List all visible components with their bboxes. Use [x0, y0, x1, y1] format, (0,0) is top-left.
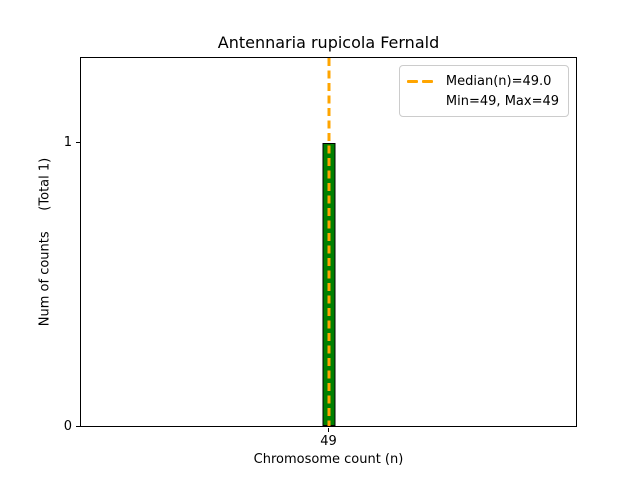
plot-area: Median(n)=49.0 Min=49, Max=49	[80, 57, 577, 427]
legend-label-median: Median(n)=49.0	[445, 73, 552, 89]
legend-dash	[421, 79, 433, 83]
legend: Median(n)=49.0 Min=49, Max=49	[398, 65, 569, 117]
x-tick-mark-49	[328, 428, 329, 432]
y-tick-mark-1	[76, 142, 80, 143]
legend-dash	[406, 79, 418, 83]
legend-label-minmax: Min=49, Max=49	[445, 93, 559, 109]
chart-title: Antennaria rupicola Fernald	[217, 33, 440, 52]
y-tick-label-0: 0	[63, 419, 72, 434]
legend-median-dash-handle	[406, 79, 437, 83]
x-tick-label-49: 49	[320, 434, 337, 449]
median-line	[327, 58, 330, 426]
legend-entry-minmax: Min=49, Max=49	[407, 91, 559, 111]
x-axis-label: Chromosome count (n)	[253, 452, 404, 467]
y-axis-label: Num of counts (Total 1)	[37, 157, 53, 327]
y-tick-mark-0	[76, 426, 80, 427]
y-tick-label-1: 1	[63, 135, 72, 150]
legend-entry-median: Median(n)=49.0	[406, 71, 559, 91]
